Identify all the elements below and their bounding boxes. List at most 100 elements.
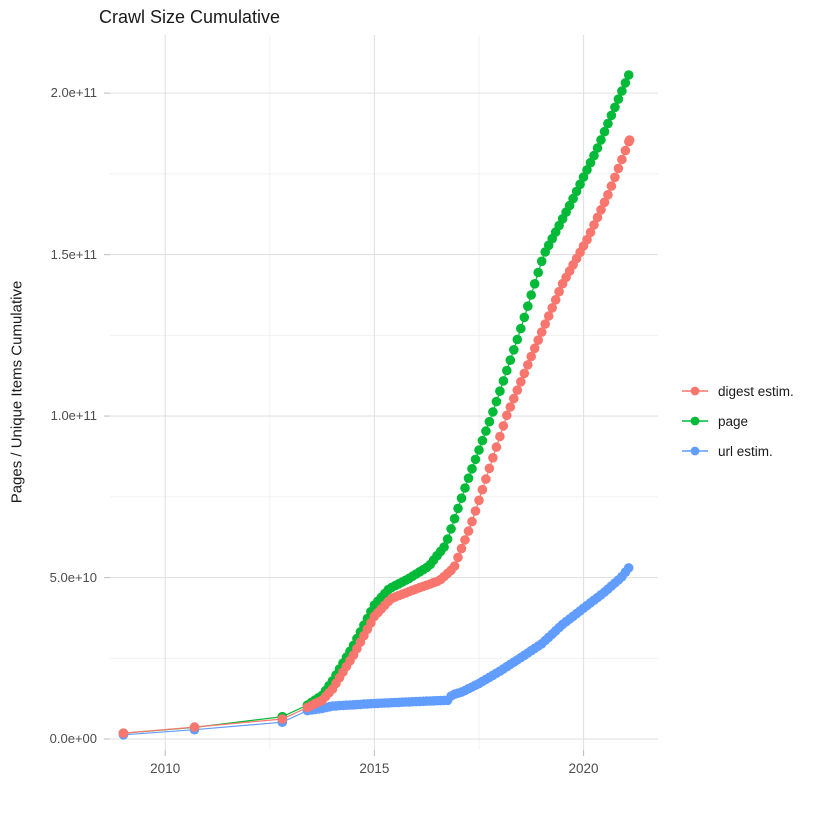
digest-estim-point	[189, 722, 200, 732]
y-tick-label: 0.0e+00	[49, 731, 97, 747]
y-tick-label: 2.0e+11	[50, 85, 97, 101]
digest-estim-point	[589, 220, 599, 230]
digest-estim-point	[509, 393, 519, 404]
page-point	[568, 193, 578, 204]
digest-estim-point	[550, 295, 561, 305]
page-point	[449, 513, 460, 524]
digest-estim-point	[460, 535, 470, 545]
page-point	[460, 483, 470, 493]
digest-estim-point	[554, 286, 564, 297]
y-tick-label: 1.5e+11	[50, 246, 97, 262]
legend-key-page	[682, 416, 708, 426]
legend-label-page: page	[718, 413, 749, 429]
page-point	[498, 376, 509, 386]
page-point	[491, 396, 502, 407]
digest-estim-point	[617, 154, 627, 165]
page-point	[523, 301, 533, 312]
page-point	[516, 323, 526, 334]
page-point	[470, 454, 481, 465]
digest-estim-point	[610, 172, 620, 183]
legend-key-digest-estim	[682, 386, 708, 396]
page-point	[446, 524, 456, 534]
legend-label-url-estim: url estim.	[718, 443, 773, 459]
digest-estim-point	[512, 385, 523, 396]
page-point	[453, 503, 463, 514]
x-tick-label: 2010	[150, 761, 181, 776]
digest-estim-point	[547, 303, 557, 313]
page-point	[620, 78, 631, 88]
digest-estim-point	[519, 368, 530, 379]
digest-estim-point	[620, 145, 631, 156]
page-point	[623, 70, 634, 80]
digest-estim-point	[596, 205, 606, 215]
digest-estim-point	[516, 377, 526, 387]
legend-item-page: page	[681, 406, 794, 436]
digest-estim-point	[488, 453, 498, 463]
y-axis-title: Pages / Unique Items Cumulative	[8, 280, 26, 504]
page-point	[495, 386, 505, 397]
legend-key-url-estim	[682, 446, 708, 456]
digest-estim-point	[603, 190, 613, 200]
digest-estim-point	[498, 421, 509, 431]
page-point	[603, 118, 613, 129]
page-point	[610, 102, 620, 113]
page-point	[474, 445, 484, 455]
page-point	[592, 143, 603, 153]
digest-estim-point	[505, 402, 516, 412]
digest-estim-point	[470, 506, 481, 516]
page-point	[502, 365, 512, 376]
page-point	[599, 126, 610, 137]
digest-estim-point	[456, 543, 467, 554]
page-point	[578, 172, 589, 182]
x-tick-label: 2020	[568, 761, 599, 776]
digest-estim-point	[536, 327, 547, 337]
digest-estim-point	[533, 335, 543, 346]
digest-estim-point	[624, 135, 635, 145]
page-point	[533, 267, 543, 278]
digest-estim-point	[613, 163, 624, 174]
x-tick-label: 2015	[359, 761, 390, 776]
page-point	[613, 94, 624, 104]
digest-estim-point	[474, 495, 484, 506]
page-point	[463, 473, 474, 484]
digest-estim-point	[491, 442, 502, 452]
digest-estim-point	[592, 212, 603, 223]
url-estim-point	[623, 563, 634, 573]
legend: digest estim. page url estim.	[681, 376, 794, 466]
url-estim-line	[123, 567, 630, 736]
page-point	[575, 179, 585, 190]
digest-estim-point	[484, 463, 495, 474]
digest-estim-point	[540, 319, 550, 329]
digest-estim-point	[453, 552, 463, 563]
legend-item-url-estim: url estim.	[681, 436, 794, 466]
page-point	[526, 290, 536, 300]
page-point	[488, 407, 498, 417]
legend-item-digest-estim: digest estim.	[681, 376, 794, 406]
digest-estim-point	[543, 311, 554, 321]
legend-label-digest-estim: digest estim.	[718, 383, 794, 399]
page-point	[529, 279, 540, 289]
digest-estim-point	[585, 227, 596, 238]
page-point	[596, 135, 606, 145]
page-point	[519, 312, 530, 323]
digest-estim-point	[449, 561, 460, 571]
page-point	[442, 534, 453, 544]
digest-estim-point	[463, 526, 474, 536]
digest-estim-point	[599, 197, 610, 208]
page-point	[585, 157, 596, 168]
y-tick-label: 1.0e+11	[50, 408, 97, 424]
page-point	[589, 150, 599, 161]
digest-estim-point	[582, 234, 592, 245]
digest-estim-point	[118, 728, 129, 738]
page-point	[571, 186, 582, 197]
page-point	[439, 542, 449, 552]
page-point	[582, 165, 592, 175]
digest-estim-point	[529, 343, 540, 354]
page-point	[505, 355, 516, 366]
digest-estim-point	[526, 351, 536, 362]
page-point	[536, 256, 547, 267]
page-point	[606, 110, 617, 121]
page-point	[477, 435, 488, 446]
